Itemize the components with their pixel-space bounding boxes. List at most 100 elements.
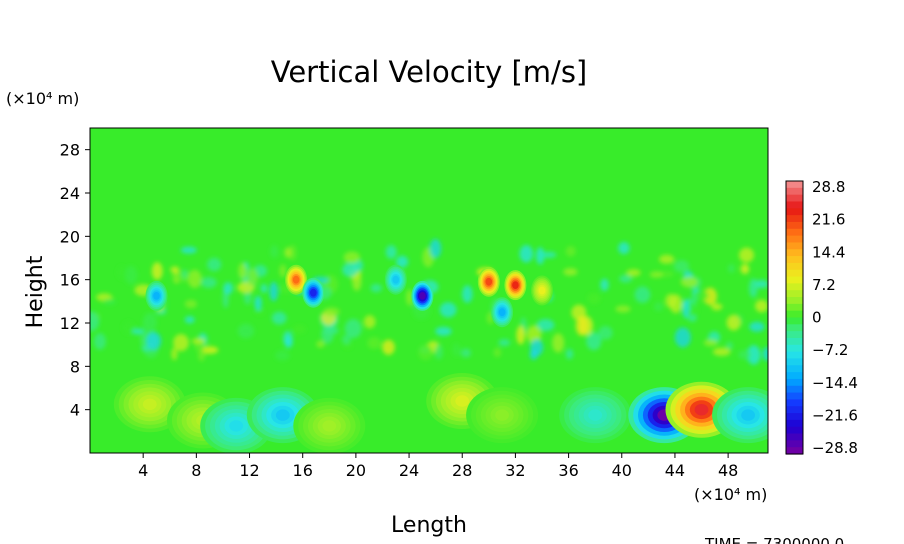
feature-contour: [275, 409, 290, 421]
x-tick-label: 12: [239, 461, 259, 480]
feature-contour: [588, 409, 603, 421]
texture-blob: [740, 263, 750, 275]
texture-blob: [288, 244, 297, 261]
velocity-feature: [384, 264, 407, 295]
velocity-feature: [293, 397, 366, 453]
texture-blob: [271, 311, 287, 325]
x-tick-label: 28: [452, 461, 472, 480]
texture-blob: [649, 271, 663, 278]
texture-blob: [254, 295, 262, 311]
colorbar-label: 28.8: [812, 178, 845, 196]
feature-contour: [455, 395, 470, 407]
texture-blob: [385, 245, 397, 259]
texture-blob: [260, 283, 268, 293]
colorbar-segment: [786, 181, 803, 189]
texture-blob: [754, 279, 768, 289]
colorbar-segment: [786, 283, 803, 291]
y-tick-label: 4: [70, 401, 80, 420]
colorbar-label: 7.2: [812, 276, 836, 294]
texture-blob: [682, 299, 690, 319]
colorbar-segment: [786, 194, 803, 203]
colorbar-segment: [786, 324, 803, 332]
texture-blob: [316, 340, 325, 348]
texture-blob: [673, 260, 690, 273]
colorbar-segment: [786, 208, 803, 216]
texture-blob: [626, 269, 641, 277]
colorbar-segment: [786, 378, 803, 387]
texture-blob: [284, 247, 292, 258]
texture-blob: [618, 242, 630, 255]
texture-blob: [634, 286, 651, 304]
velocity-feature: [411, 280, 434, 311]
texture-blob: [565, 348, 574, 360]
texture-blob: [680, 276, 698, 288]
texture-blob: [693, 290, 709, 301]
texture-blob: [344, 318, 362, 339]
feature-contour: [495, 409, 509, 421]
texture-blob: [146, 331, 162, 351]
texture-blob: [117, 265, 126, 280]
texture-blob: [535, 247, 545, 265]
plot-area: [89, 127, 769, 454]
texture-blob: [269, 281, 279, 302]
texture-blob: [462, 285, 473, 303]
velocity-feature: [531, 275, 553, 306]
colorbar-label: 21.6: [812, 211, 845, 229]
texture-blob: [201, 277, 217, 288]
y-tick-label: 16: [60, 271, 80, 290]
velocity-feature: [145, 280, 168, 311]
texture-blob: [536, 319, 555, 332]
feature-contour: [538, 286, 546, 295]
feature-contour: [694, 404, 709, 416]
texture-blob: [739, 247, 754, 263]
colorbar-segment: [786, 269, 803, 278]
feature-contour: [512, 281, 519, 289]
colorbar-segment: [786, 290, 803, 298]
texture-blob: [171, 347, 178, 361]
texture-blob: [552, 333, 565, 353]
texture-blob: [452, 343, 461, 357]
colorbar-label: −7.2: [812, 341, 848, 359]
texture-blob: [526, 325, 542, 344]
texture-blob: [749, 278, 758, 298]
texture-blob: [418, 344, 433, 361]
texture-blob: [586, 332, 602, 351]
colorbar-segment: [786, 215, 803, 223]
texture-blob: [530, 339, 544, 356]
colorbar-segment: [786, 385, 803, 394]
colorbar-segment: [786, 310, 803, 319]
texture-blob: [275, 350, 290, 361]
texture-blob: [563, 268, 578, 276]
velocity-feature: [712, 387, 768, 444]
texture-blob: [142, 312, 157, 333]
texture-blob: [493, 347, 502, 358]
texture-blob: [429, 239, 442, 258]
texture-blob: [223, 282, 234, 295]
plot-frame: [89, 127, 769, 454]
colorbar-label: −21.6: [812, 406, 858, 424]
x-tick-label: 40: [612, 461, 632, 480]
y-tick-label: 28: [60, 141, 80, 160]
texture-blob: [207, 257, 222, 272]
texture-blob: [615, 305, 631, 313]
velocity-feature: [466, 387, 539, 444]
texture-blob: [703, 339, 718, 347]
texture-blob: [343, 251, 361, 264]
x-axis-label: Length: [391, 513, 467, 538]
feature-contour: [498, 308, 506, 317]
texture-blob: [343, 342, 353, 349]
colorbar-frame: [785, 180, 804, 455]
texture-blob: [439, 302, 457, 318]
colorbar-segment: [786, 440, 803, 448]
colorbar-segment: [786, 419, 803, 428]
texture-blob: [191, 338, 206, 344]
texture-blob: [727, 264, 735, 273]
texture-blob: [396, 255, 409, 268]
texture-blob: [367, 337, 381, 349]
texture-blob: [575, 316, 588, 336]
texture-blob: [587, 292, 601, 305]
feature-contour: [741, 409, 755, 421]
texture-blob: [238, 262, 247, 280]
texture-blob: [434, 344, 443, 360]
texture-blob: [122, 321, 135, 335]
